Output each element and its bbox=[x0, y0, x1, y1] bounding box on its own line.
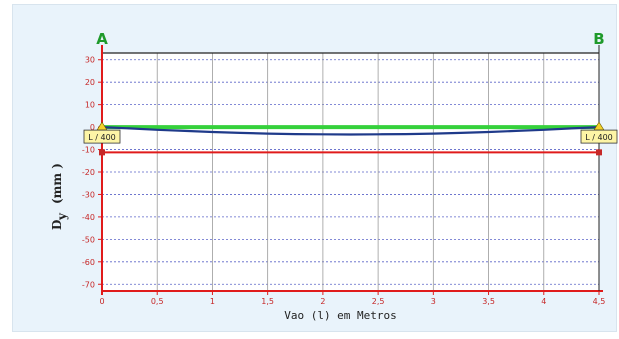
x-tick-label-4: 2 bbox=[320, 297, 325, 306]
y-tick-label-0: 30 bbox=[85, 56, 95, 65]
y-axis-title: Dy (mm ) bbox=[50, 163, 69, 230]
y-tick-label-2: 10 bbox=[85, 101, 95, 110]
y-axis-title-sub: y bbox=[55, 212, 69, 221]
limit-label-left: L / 400 bbox=[88, 133, 116, 142]
x-tick-label-5: 2,5 bbox=[372, 297, 385, 306]
y-axis-title-unit: (mm ) bbox=[50, 163, 64, 204]
y-tick-label-9: -60 bbox=[82, 258, 95, 267]
y-tick-label-1: 20 bbox=[85, 78, 95, 87]
limit-marker-right bbox=[596, 149, 602, 156]
x-tick-label-2: 1 bbox=[210, 297, 215, 306]
limit-label-right: L / 400 bbox=[585, 133, 613, 142]
y-tick-label-7: -40 bbox=[82, 213, 95, 222]
limit-label-left-box bbox=[83, 129, 121, 144]
chart-panel: 30 20 10 0 -10 -20 -30 -40 -50 -60 -70 0 0,5 1 1,5 2 2,5… bbox=[12, 4, 618, 332]
y-tick-label-6: -30 bbox=[82, 190, 95, 199]
y-tick-label-4: -10 bbox=[82, 146, 95, 155]
x-tick-label-1: 0,5 bbox=[151, 297, 164, 306]
deflection-chart: 30 20 10 0 -10 -20 -30 -40 -50 -60 -70 0 0,5 1 1,5 2 2,5… bbox=[50, 30, 618, 322]
y-tick-label-10: -70 bbox=[82, 280, 95, 289]
y-tick-label-5: -20 bbox=[82, 168, 95, 177]
y-tick-label-8: -50 bbox=[82, 235, 95, 244]
x-tick-label-0: 0 bbox=[99, 297, 104, 306]
limit-marker-left bbox=[99, 149, 105, 156]
x-tick-label-8: 4 bbox=[541, 297, 546, 306]
y-axis-title-main: D bbox=[50, 220, 64, 230]
x-tick-label-9: 4,5 bbox=[593, 297, 606, 306]
support-label-a: A bbox=[96, 30, 108, 48]
series-line-1 bbox=[101, 126, 600, 136]
support-label-b: B bbox=[593, 30, 604, 48]
limit-label-right-box bbox=[580, 129, 618, 144]
x-tick-label-7: 3,5 bbox=[482, 297, 495, 306]
x-axis-title: Vao (l) em Metros bbox=[284, 309, 397, 322]
x-tick-label-3: 1,5 bbox=[261, 297, 274, 306]
x-tick-label-6: 3 bbox=[431, 297, 436, 306]
y-tick-label-3: 0 bbox=[90, 123, 95, 132]
